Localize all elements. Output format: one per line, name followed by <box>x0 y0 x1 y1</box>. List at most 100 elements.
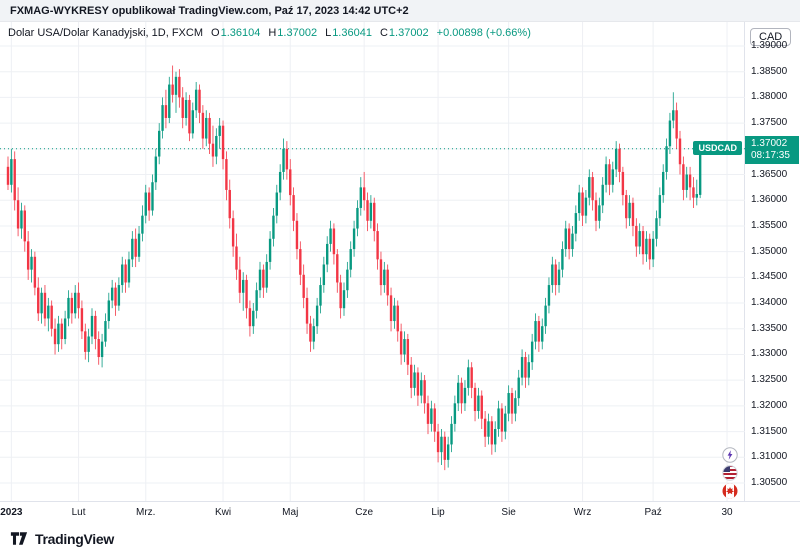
candle-body <box>665 146 668 172</box>
price-tick-label: 1.32500 <box>751 374 788 386</box>
candle-body <box>154 156 158 183</box>
candle-body <box>13 159 16 201</box>
candle-body <box>467 367 470 388</box>
candle-body <box>87 336 90 352</box>
symbol-title[interactable]: Dolar USA/Dolar Kanadyjski, 1D, FXCM <box>8 27 204 39</box>
candle-body <box>319 285 322 306</box>
candle-body <box>90 315 94 337</box>
tradingview-wordmark[interactable]: TradingView <box>35 530 114 547</box>
candle-body <box>631 202 635 226</box>
candle-body <box>40 292 43 314</box>
candle-body <box>578 192 581 214</box>
candle-body <box>245 279 248 309</box>
candle-body <box>608 164 611 185</box>
candle-body <box>477 395 480 412</box>
candle-body <box>252 310 255 327</box>
candle-body <box>181 97 184 118</box>
tradingview-logo-icon[interactable] <box>10 531 28 546</box>
candle-body <box>299 249 302 275</box>
economic-event-us-flag-icon[interactable] <box>722 465 738 481</box>
candle-body <box>127 259 131 283</box>
price-tick-label: 1.36000 <box>751 194 788 206</box>
candle-body <box>450 423 453 445</box>
candle-body <box>658 195 662 219</box>
currency-label[interactable]: CAD <box>750 28 792 46</box>
candle-body <box>520 357 524 378</box>
candle-body <box>151 182 154 211</box>
candle-body <box>581 192 584 216</box>
candle-body <box>23 210 26 242</box>
candle-body <box>161 105 164 131</box>
time-axis[interactable]: 2023 Lut Mrz. Kwi Maj Cze Lip Sie Wrz Paź 30 <box>0 501 800 524</box>
time-tick-label: 2023 <box>0 507 23 518</box>
time-tick-label: 30 <box>721 507 733 518</box>
candle-body <box>312 326 315 342</box>
candle-body <box>332 228 336 255</box>
candle-body <box>423 380 426 404</box>
candle-body <box>242 279 245 293</box>
candle-body <box>379 259 383 286</box>
candle-body <box>497 408 500 430</box>
price-change: +0.00898 (+0.66%) <box>436 27 531 39</box>
candle-body <box>359 187 362 208</box>
candle-body <box>346 269 349 291</box>
candlestick-chart[interactable] <box>0 22 745 501</box>
chart-plot-area[interactable]: Dolar USA/Dolar Kanadyjski, 1D, FXCM O1.… <box>0 22 745 501</box>
candle-body <box>524 357 527 378</box>
candle-body <box>10 159 13 185</box>
candle-body <box>231 218 235 247</box>
candle-body <box>638 231 641 247</box>
price-tick-label: 1.38000 <box>751 91 788 103</box>
economic-event-canada-flag-icon[interactable] <box>722 483 738 499</box>
candle-body <box>675 110 678 139</box>
candle-body <box>67 297 70 319</box>
candle-body <box>470 367 473 388</box>
candle-body <box>188 99 191 134</box>
candle-body <box>131 238 134 260</box>
attribution-text: FXMAG-WYKRESY opublikował TradingView.co… <box>10 5 409 17</box>
candle-body <box>588 177 591 198</box>
candle-body <box>688 174 692 188</box>
candle-body <box>302 274 305 298</box>
candle-body <box>205 117 208 139</box>
candle-body <box>322 264 326 286</box>
candle-body <box>141 215 144 234</box>
candle-body <box>295 220 299 250</box>
candle-body <box>698 148 702 195</box>
price-axis[interactable]: CAD 1.390001.385001.380001.375001.370001… <box>745 22 799 501</box>
candle-body <box>235 246 238 270</box>
candle-body <box>611 169 614 185</box>
candle-body <box>514 398 517 414</box>
candle-body <box>158 130 161 157</box>
candle-body <box>376 231 379 260</box>
candle-body <box>591 177 594 201</box>
candle-body <box>530 341 534 363</box>
candle-body <box>97 339 100 358</box>
candle-body <box>386 269 389 296</box>
candle-body <box>265 261 268 288</box>
candle-body <box>104 321 107 342</box>
price-tick-label: 1.33500 <box>751 322 788 334</box>
candle-body <box>399 331 403 355</box>
ohlc-open: O1.36104 <box>211 27 261 39</box>
candle-body <box>100 341 104 358</box>
candle-body <box>278 171 282 193</box>
candle-body <box>134 238 137 257</box>
candle-body <box>446 444 450 460</box>
candle-body <box>393 305 396 322</box>
candle-body <box>218 125 221 136</box>
last-price-badge: 1.37002 08:17:35 <box>745 135 799 164</box>
candle-body <box>33 256 37 288</box>
candle-body <box>557 269 561 286</box>
candle-body <box>494 429 497 445</box>
economic-event-lightning-icon[interactable] <box>722 447 738 463</box>
candle-body <box>164 105 168 118</box>
candle-body <box>70 297 74 314</box>
candle-body <box>268 238 272 262</box>
price-tick-label: 1.39000 <box>751 39 788 51</box>
price-tick-label: 1.34500 <box>751 271 788 283</box>
price-tick-label: 1.38500 <box>751 65 788 77</box>
candle-body <box>594 200 598 221</box>
candle-body <box>258 269 262 291</box>
